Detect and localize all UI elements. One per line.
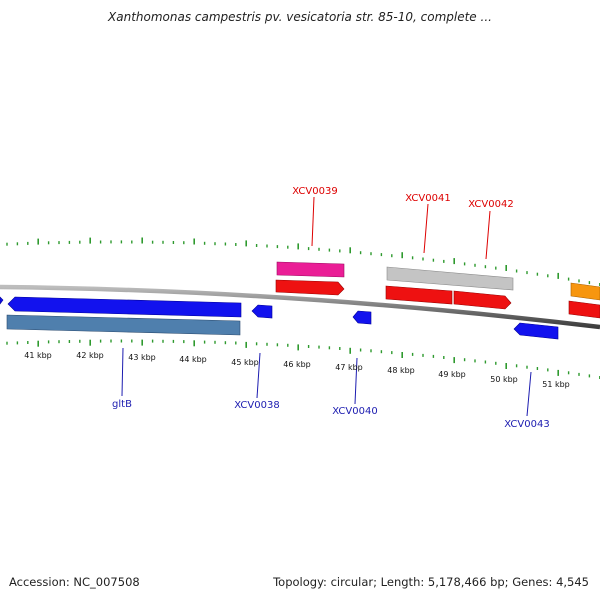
kbp-label: 51 kbp: [542, 380, 570, 389]
leader-xcv0042: [485, 210, 491, 260]
leader-xcv0040: [354, 357, 358, 405]
gene-label-xcv0042[interactable]: XCV0042: [468, 199, 513, 210]
kbp-label: 42 kbp: [76, 351, 104, 360]
kbp-label: 44 kbp: [179, 355, 207, 364]
kbp-label: 43 kbp: [128, 353, 156, 362]
lower-tick-track: [6, 339, 600, 379]
gene-xcv0040-blue[interactable]: [352, 310, 372, 325]
gene-xcv0039-red[interactable]: [275, 279, 345, 296]
kbp-label: 45 kbp: [231, 358, 259, 367]
backbone-ring: [0, 284, 600, 330]
leader-xcv0038: [256, 352, 261, 399]
gene-label-xcv0040[interactable]: XCV0040: [332, 406, 377, 417]
gene-xcv0042-red[interactable]: [453, 290, 512, 310]
leader-gltb: [121, 347, 124, 397]
gene-xcv0041-gray[interactable]: [386, 266, 514, 291]
kbp-label: 47 kbp: [335, 363, 363, 372]
kbp-label: 46 kbp: [283, 360, 311, 369]
gene-label-xcv0041[interactable]: XCV0041: [405, 193, 450, 204]
gene-xcv0038-blue[interactable]: [251, 304, 273, 319]
gene-xcv0041-red[interactable]: [385, 285, 453, 305]
gene-gltb-blue[interactable]: [7, 296, 242, 318]
kbp-label: 49 kbp: [438, 370, 466, 379]
gene-red-edge[interactable]: [568, 300, 600, 319]
accession-text: Accession: NC_007508: [9, 575, 140, 589]
gene-gltb-steel[interactable]: [6, 314, 241, 336]
gene-label-xcv0039[interactable]: XCV0039: [292, 186, 337, 197]
topology-summary: Topology: circular; Length: 5,178,466 bp…: [273, 575, 589, 589]
kbp-label: 41 kbp: [24, 351, 52, 360]
gene-label-gltb[interactable]: gltB: [112, 399, 132, 410]
gene-orange[interactable]: [570, 282, 600, 301]
leader-xcv0039: [311, 196, 315, 247]
leader-xcv0043: [526, 371, 532, 417]
gene-xcv0039-pink[interactable]: [276, 261, 345, 278]
gene-label-xcv0043[interactable]: XCV0043: [504, 419, 549, 430]
leader-xcv0041: [423, 203, 429, 254]
kbp-label: 50 kbp: [490, 375, 518, 384]
upper-tick-track: [6, 237, 600, 286]
gene-blue-edge[interactable]: [0, 296, 4, 305]
gene-label-xcv0038[interactable]: XCV0038: [234, 400, 279, 411]
map-title: Xanthomonas campestris pv. vesicatoria s…: [108, 10, 492, 24]
kbp-label: 48 kbp: [387, 366, 415, 375]
gene-xcv0043-blue[interactable]: [513, 322, 559, 340]
